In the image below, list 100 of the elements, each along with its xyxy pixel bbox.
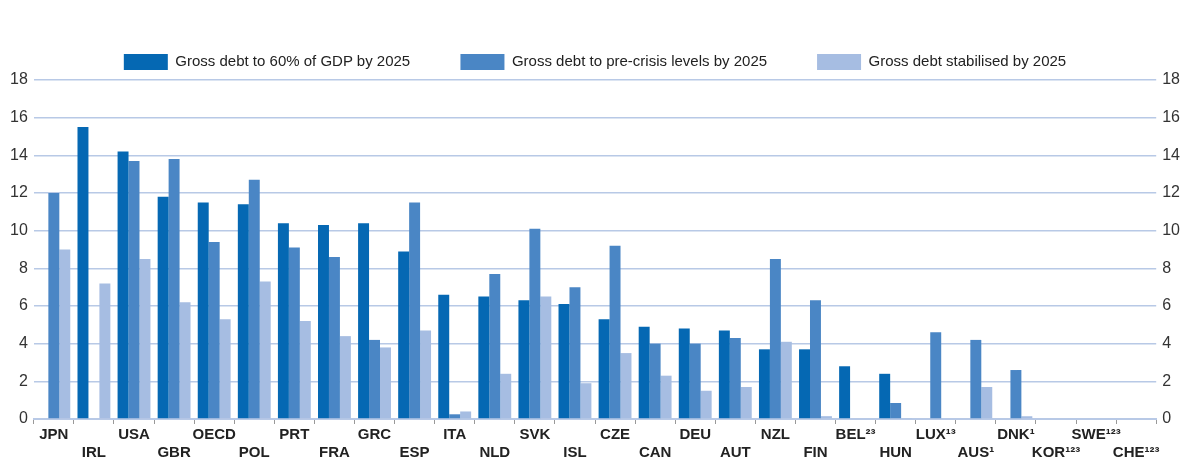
- x-tick-label: ESP: [399, 443, 430, 461]
- bar: [438, 294, 450, 419]
- x-tick-label: AUT: [719, 443, 751, 461]
- bar: [197, 202, 209, 419]
- bar: [369, 339, 381, 419]
- x-tick-label: BEL²³: [835, 425, 876, 443]
- y-tick-label: 0: [18, 409, 28, 427]
- x-tick-label: DNK¹: [997, 425, 1035, 443]
- bar: [540, 296, 552, 419]
- bar: [700, 390, 712, 419]
- x-tick-label: FIN: [803, 443, 828, 461]
- legend-label: Gross debt stabilised by 2025: [868, 52, 1067, 70]
- bar: [718, 330, 730, 419]
- y2-tick-label: 2: [1162, 371, 1172, 389]
- bar: [780, 341, 792, 419]
- bar: [758, 349, 770, 419]
- bar: [420, 330, 432, 419]
- y-tick-label: 12: [10, 183, 28, 201]
- bar: [489, 273, 501, 419]
- bar: [299, 321, 311, 419]
- x-tick-label: GRC: [357, 425, 392, 443]
- bar: [59, 249, 71, 419]
- bar: [981, 386, 993, 419]
- y2-tick-label: 6: [1162, 296, 1172, 314]
- bar: [339, 336, 351, 419]
- bar: [769, 258, 781, 419]
- bar: [157, 196, 169, 419]
- bar: [277, 223, 289, 419]
- bar: [460, 411, 472, 419]
- y2-tick-label: 14: [1162, 145, 1181, 163]
- bar: [1021, 416, 1033, 419]
- bar: [449, 414, 461, 419]
- y-tick-label: 6: [18, 296, 28, 314]
- x-tick-label: AUS¹: [957, 443, 995, 461]
- x-tick-label: DEU: [679, 425, 712, 443]
- bar: [208, 241, 220, 419]
- bar: [879, 373, 891, 419]
- y-tick-label: 4: [18, 334, 28, 352]
- bar: [660, 375, 672, 419]
- bar: [649, 343, 661, 419]
- bar: [678, 328, 690, 419]
- x-tick-label: LUX¹³: [915, 425, 956, 443]
- bar: [48, 193, 60, 419]
- x-tick-label: GBR: [157, 443, 191, 461]
- x-tick-label: NLD: [479, 443, 511, 461]
- bar: [117, 151, 129, 419]
- bar: [890, 402, 902, 419]
- bar: [930, 332, 942, 419]
- bar: [740, 386, 752, 419]
- bar: [380, 347, 391, 419]
- bar: [839, 366, 851, 419]
- x-tick-label: PRT: [279, 425, 310, 443]
- x-tick-label: CAN: [638, 443, 672, 461]
- x-tick-label: POL: [238, 443, 270, 461]
- bar: [729, 338, 741, 419]
- y2-tick-label: 8: [1162, 258, 1172, 276]
- bar: [478, 296, 490, 419]
- bar: [809, 300, 821, 419]
- bar: [358, 223, 370, 419]
- x-tick-label: KOR¹²³: [1031, 443, 1081, 461]
- x-tick-label: NZL: [760, 425, 790, 443]
- y2-tick-label: 0: [1162, 409, 1172, 427]
- y-tick-label: 2: [18, 371, 28, 389]
- x-tick-label: IRL: [81, 443, 107, 461]
- bar: [500, 373, 512, 419]
- x-tick-label: OECD: [192, 425, 237, 443]
- y2-tick-label: 4: [1162, 334, 1172, 352]
- bar: [569, 287, 581, 419]
- bar: [398, 251, 410, 419]
- bar: [799, 349, 810, 419]
- legend-label: Gross debt to pre-crisis levels by 2025: [511, 52, 768, 70]
- bar: [328, 257, 340, 419]
- bar: [1010, 370, 1022, 419]
- x-tick-label: ITA: [443, 425, 467, 443]
- x-tick-label: USA: [118, 425, 151, 443]
- x-tick-label: HUN: [879, 443, 912, 461]
- x-tick-label: SVK: [519, 425, 551, 443]
- bar: [318, 225, 329, 419]
- bar: [237, 204, 249, 419]
- bar: [248, 179, 260, 419]
- bar: [259, 281, 271, 419]
- bar: [820, 416, 832, 419]
- bar: [168, 159, 180, 419]
- bar: [409, 202, 421, 419]
- y2-tick-label: 12: [1162, 183, 1181, 201]
- bar: [620, 353, 632, 419]
- bar: [598, 319, 610, 419]
- y2-tick-label: 18: [1162, 70, 1181, 88]
- y-tick-label: 10: [10, 221, 28, 239]
- bar: [580, 383, 592, 419]
- x-tick-label: FRA: [319, 443, 351, 461]
- y-tick-label: 16: [10, 108, 28, 126]
- bar: [139, 258, 151, 419]
- y2-tick-label: 16: [1162, 108, 1181, 126]
- x-tick-label: JPN: [39, 425, 69, 443]
- y-tick-label: 18: [10, 70, 28, 88]
- bar: [219, 319, 231, 419]
- bar: [689, 343, 701, 419]
- bar: [529, 228, 541, 419]
- bar: [99, 283, 111, 419]
